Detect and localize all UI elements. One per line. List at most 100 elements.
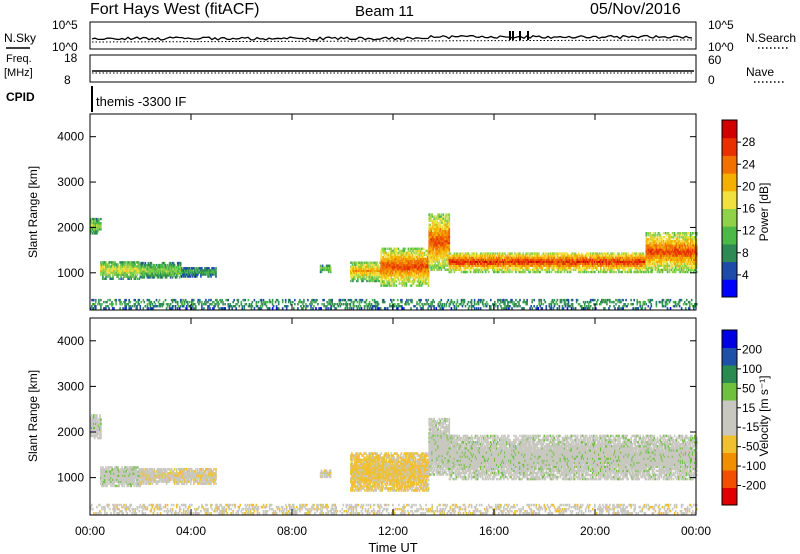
echo-cell (384, 249, 386, 253)
echo-cell (410, 247, 413, 250)
echo-cell (554, 264, 557, 267)
echo-cell (168, 274, 171, 277)
echo-cell (485, 252, 488, 255)
echo-cell (359, 263, 361, 266)
echo-cell (436, 250, 438, 253)
echo-cell (431, 233, 433, 237)
echo-cell (600, 270, 602, 274)
echo-cell (522, 254, 524, 257)
echo-cell (372, 273, 374, 277)
echo-cell (504, 268, 506, 272)
echo-cell (554, 252, 557, 255)
echo-cell (395, 268, 398, 271)
echo-cell (430, 241, 432, 245)
echo-cell (170, 266, 173, 269)
echo-cell (123, 263, 125, 266)
echo-cell (433, 235, 435, 239)
echo-cell (393, 259, 396, 263)
echo-cell (430, 258, 432, 261)
echo-cell (497, 262, 499, 265)
echo-cell (150, 300, 153, 304)
echo-cell (443, 235, 446, 239)
echo-cell (177, 263, 180, 267)
echo-cell (442, 266, 445, 269)
echo-cell (423, 263, 426, 267)
echo-cell (679, 270, 682, 274)
echo-cell (453, 260, 456, 263)
echo-cell (393, 247, 396, 250)
echo-cell (92, 228, 94, 231)
echo-cell (492, 256, 494, 259)
echo-cell (435, 239, 437, 243)
echo-cell (532, 260, 534, 263)
echo-cell (516, 262, 518, 265)
echo-cell (425, 249, 428, 253)
echo-cell (416, 261, 419, 265)
echo-cell (192, 271, 194, 274)
echo-cell (533, 262, 535, 265)
echo-cell (375, 275, 377, 279)
echo-cell (557, 266, 560, 270)
echo-cell (384, 276, 386, 279)
echo-cell (425, 282, 428, 285)
echo-cell (369, 265, 371, 268)
echo-cell (108, 265, 110, 268)
echo-cell (148, 272, 151, 275)
echo-cell (386, 261, 388, 265)
echo-cell (134, 271, 136, 274)
echo-cell (438, 221, 440, 224)
echo-cell (403, 259, 406, 263)
echo-cell (446, 264, 449, 267)
echo-cell (351, 269, 353, 272)
echo-cell (432, 223, 434, 226)
echo-cell (385, 253, 387, 257)
echo-cell (149, 274, 152, 277)
echo-cell (554, 262, 557, 265)
echo-cell (546, 268, 549, 272)
echo-cell (557, 264, 560, 267)
echo-cell (167, 272, 170, 275)
echo-cell (429, 227, 431, 231)
echo-cell (178, 272, 181, 275)
echo-cell (504, 252, 506, 255)
echo-cell (364, 277, 366, 281)
echo-cell (436, 235, 438, 239)
echo-cell (444, 262, 447, 265)
echo-cell (158, 263, 161, 267)
echo-cell (382, 261, 384, 265)
echo-cell (214, 273, 216, 276)
echo-cell (394, 278, 397, 281)
echo-cell (351, 277, 353, 281)
echo-cell (431, 239, 433, 243)
echo-cell (208, 269, 210, 272)
echo-cell (511, 258, 513, 261)
echo-cell (93, 224, 95, 227)
echo-cell (414, 257, 417, 261)
echo-cell (150, 263, 153, 267)
echo-cell (112, 269, 114, 272)
echo-cell (564, 266, 567, 270)
echo-cell (426, 263, 429, 267)
echo-cell (130, 271, 132, 274)
echo-cell (427, 270, 430, 273)
echo-cell (112, 263, 114, 266)
echo-cell (412, 266, 415, 269)
echo-cell (97, 222, 99, 225)
echo-cell (560, 264, 563, 267)
echo-cell (471, 254, 474, 257)
echo-cell (399, 255, 402, 259)
echo-cell (434, 260, 436, 263)
echo-cell (471, 258, 474, 261)
echo-cell (129, 267, 131, 270)
echo-cell (361, 275, 363, 279)
echo-cell (395, 247, 398, 250)
echo-cell (442, 262, 445, 265)
echo-cell (498, 266, 500, 270)
echo-cell (177, 268, 180, 271)
echo-cell (328, 264, 331, 267)
echo-cell (545, 266, 548, 270)
echo-cell (366, 261, 368, 264)
echo-cell (514, 256, 516, 259)
echo-cell (537, 254, 539, 257)
echo-cell (393, 249, 396, 253)
